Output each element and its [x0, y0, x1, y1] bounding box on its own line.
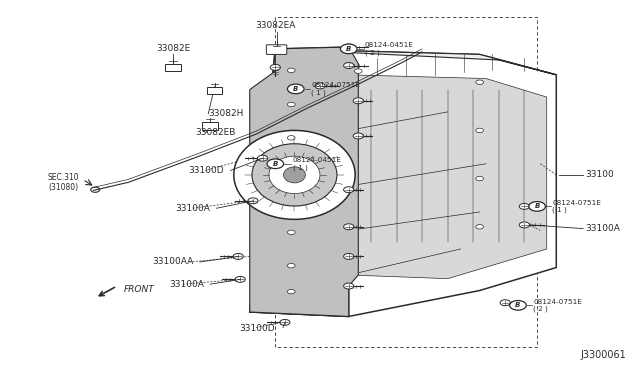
Text: 08124-0751E
( 2 ): 08124-0751E ( 2 )	[533, 299, 582, 312]
Circle shape	[315, 83, 325, 89]
Circle shape	[344, 224, 354, 230]
Text: 08124-0751E
( 1 ): 08124-0751E ( 1 )	[311, 82, 360, 96]
Circle shape	[476, 176, 483, 181]
Circle shape	[287, 201, 295, 205]
Polygon shape	[250, 47, 358, 317]
Circle shape	[476, 128, 483, 133]
Text: FRONT: FRONT	[124, 285, 154, 294]
Polygon shape	[250, 47, 349, 317]
Text: 33100A: 33100A	[585, 224, 620, 233]
Circle shape	[287, 167, 295, 171]
Polygon shape	[349, 75, 547, 279]
Text: 33100D: 33100D	[239, 324, 275, 333]
Circle shape	[270, 64, 280, 70]
Polygon shape	[275, 49, 556, 75]
Circle shape	[248, 198, 258, 204]
Circle shape	[353, 98, 364, 104]
Text: 33082E: 33082E	[156, 44, 190, 52]
Text: 33082H: 33082H	[208, 109, 244, 118]
Circle shape	[344, 62, 354, 68]
Circle shape	[355, 69, 362, 73]
Circle shape	[476, 225, 483, 229]
Text: J3300061: J3300061	[580, 350, 627, 360]
Circle shape	[287, 68, 295, 73]
Circle shape	[344, 44, 354, 50]
Text: 08124-0451E
( 1 ): 08124-0451E ( 1 )	[292, 157, 341, 170]
Text: SEC.310
(31080): SEC.310 (31080)	[47, 173, 79, 192]
Text: 08124-0751E
( 1 ): 08124-0751E ( 1 )	[552, 200, 602, 213]
Circle shape	[509, 301, 526, 310]
Ellipse shape	[234, 131, 355, 219]
Circle shape	[267, 159, 284, 169]
Circle shape	[287, 289, 295, 294]
Text: B: B	[346, 46, 351, 52]
Text: 33100AA: 33100AA	[152, 257, 193, 266]
Ellipse shape	[284, 167, 305, 183]
Circle shape	[355, 99, 362, 103]
Circle shape	[476, 80, 483, 84]
Circle shape	[500, 300, 510, 306]
Circle shape	[287, 230, 295, 235]
Circle shape	[344, 253, 354, 259]
Text: B: B	[293, 86, 298, 92]
Circle shape	[233, 253, 243, 259]
Ellipse shape	[252, 144, 337, 206]
Circle shape	[344, 187, 354, 193]
Text: 33100A: 33100A	[169, 280, 204, 289]
Text: 33100D: 33100D	[189, 166, 224, 175]
FancyBboxPatch shape	[266, 45, 287, 54]
Text: 08124-0451E
( 2 ): 08124-0451E ( 2 )	[365, 42, 413, 56]
Circle shape	[519, 222, 529, 228]
Circle shape	[287, 263, 295, 268]
Polygon shape	[202, 122, 218, 130]
Circle shape	[353, 133, 364, 139]
Polygon shape	[166, 64, 180, 71]
Circle shape	[355, 134, 362, 138]
Text: B: B	[515, 302, 521, 308]
Circle shape	[235, 276, 245, 282]
Circle shape	[340, 44, 357, 54]
Text: B: B	[273, 161, 278, 167]
Circle shape	[257, 155, 268, 161]
Circle shape	[519, 203, 529, 209]
Circle shape	[529, 202, 545, 211]
Ellipse shape	[269, 156, 320, 193]
Circle shape	[287, 136, 295, 140]
Text: B: B	[534, 203, 540, 209]
Text: 33082EB: 33082EB	[195, 128, 236, 137]
Circle shape	[287, 84, 304, 94]
Circle shape	[280, 320, 290, 326]
Text: 33082EA: 33082EA	[255, 21, 296, 31]
Circle shape	[344, 283, 354, 289]
Polygon shape	[207, 87, 222, 94]
Text: 33100: 33100	[585, 170, 614, 179]
Polygon shape	[250, 49, 556, 317]
Text: 33100A: 33100A	[175, 204, 210, 213]
Circle shape	[287, 102, 295, 107]
